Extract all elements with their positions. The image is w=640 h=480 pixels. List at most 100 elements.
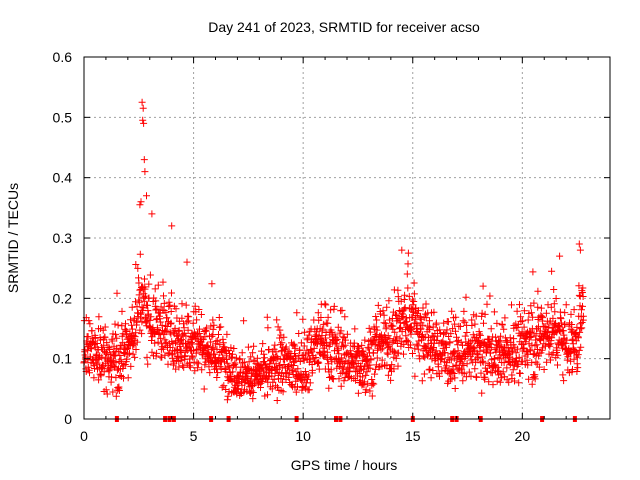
data-point (378, 356, 386, 364)
data-point (262, 361, 270, 369)
data-point (351, 325, 359, 333)
data-point (579, 302, 586, 310)
data-point (174, 327, 182, 335)
data-point (292, 388, 300, 396)
data-point (520, 323, 528, 331)
x-tick-label: 5 (190, 428, 198, 444)
data-point (452, 361, 460, 369)
data-point (201, 333, 209, 341)
data-point (395, 349, 403, 357)
data-point (229, 350, 236, 358)
data-point (522, 335, 530, 343)
data-point (124, 351, 132, 359)
data-point (300, 342, 308, 350)
data-point (436, 372, 443, 380)
data-point (316, 348, 324, 356)
data-point (141, 168, 149, 176)
data-point (164, 360, 172, 368)
data-point (547, 356, 554, 364)
data-point (143, 353, 151, 361)
data-point (567, 310, 575, 318)
data-point (478, 309, 486, 317)
data-point (371, 340, 379, 348)
data-point (383, 303, 391, 311)
data-point (129, 340, 137, 348)
data-point (159, 345, 167, 353)
data-point (113, 366, 121, 374)
data-point (306, 356, 314, 364)
data-point (178, 354, 186, 362)
data-point (153, 349, 161, 357)
data-point (93, 359, 101, 367)
data-point (367, 356, 375, 364)
data-point (112, 359, 120, 367)
y-tick-labels: 0 0.1 0.2 0.3 0.4 0.5 0.6 (53, 49, 73, 427)
data-point (148, 348, 156, 356)
data-point (505, 378, 513, 386)
data-point (315, 359, 323, 367)
data-point (471, 365, 479, 373)
data-point (136, 201, 144, 209)
data-point (95, 313, 103, 321)
data-point (337, 382, 345, 390)
data-point (301, 328, 309, 336)
data-point (480, 319, 487, 327)
data-point (471, 320, 479, 328)
data-point (452, 327, 459, 335)
data-point (570, 306, 578, 314)
y-tick-label: 0.2 (53, 290, 73, 306)
data-point (361, 336, 369, 344)
data-point (424, 322, 432, 330)
data-point (154, 281, 162, 289)
data-point (420, 370, 428, 378)
data-point (109, 388, 117, 396)
data-point (379, 344, 387, 352)
data-point (330, 302, 338, 310)
data-point (405, 292, 413, 300)
data-point (91, 365, 98, 372)
data-point (217, 323, 225, 331)
data-point (178, 300, 186, 308)
data-point (238, 349, 246, 357)
data-point (327, 366, 335, 374)
data-point (247, 353, 255, 361)
data-point (124, 345, 132, 353)
data-point (134, 264, 142, 272)
data-point (379, 307, 387, 315)
data-point (380, 319, 388, 327)
data-point (549, 314, 557, 322)
data-point (128, 303, 136, 311)
data-point (290, 362, 298, 369)
data-point (559, 371, 567, 379)
data-point (323, 348, 331, 356)
data-point (193, 364, 201, 372)
data-point (474, 354, 482, 362)
data-point (116, 352, 124, 359)
data-point (503, 364, 511, 372)
data-point (528, 380, 536, 388)
data-point (335, 375, 343, 383)
data-point (436, 326, 444, 334)
data-point (300, 356, 308, 364)
data-point (385, 297, 393, 305)
data-point (373, 326, 381, 334)
data-point (140, 119, 148, 127)
data-point (506, 334, 514, 342)
data-point (160, 331, 168, 339)
data-point (493, 319, 501, 327)
data-point (157, 334, 165, 342)
data-point (183, 318, 191, 326)
data-point (554, 361, 561, 369)
data-point (539, 344, 546, 352)
data-point (211, 350, 219, 358)
data-point (387, 376, 395, 384)
data-point (530, 299, 538, 307)
data-point (93, 340, 101, 347)
data-point (519, 317, 527, 325)
data-point (521, 352, 529, 360)
data-point (184, 326, 192, 334)
data-point (132, 298, 139, 306)
data-point (138, 98, 146, 106)
data-point (579, 284, 587, 292)
data-point (481, 310, 489, 318)
